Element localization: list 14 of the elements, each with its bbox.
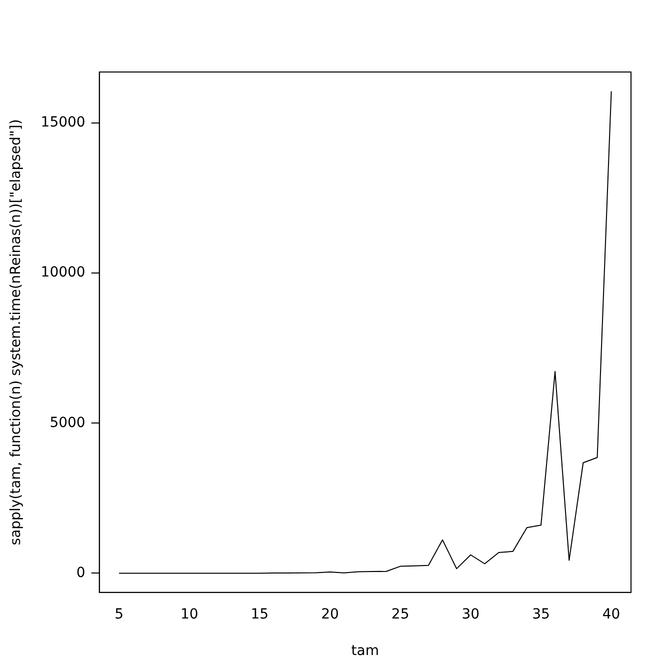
x-tick-label: 20: [321, 606, 339, 622]
x-tick-label: 15: [250, 606, 269, 622]
y-tick-label: 5000: [50, 414, 86, 431]
y-tick-label: 15000: [40, 114, 86, 131]
x-tick-label: 35: [532, 606, 550, 622]
x-axis-title: tam: [351, 643, 380, 660]
y-tick-label: 0: [76, 564, 86, 581]
y-axis-title: sapply(tam, function(n) system.time(nReinas(n))["elapsed"]): [8, 119, 24, 546]
x-tick-label: 25: [391, 606, 410, 622]
y-tick-label: 10000: [40, 264, 86, 281]
x-tick-label: 40: [602, 606, 620, 622]
x-tick-label: 5: [114, 606, 124, 622]
x-tick-label: 30: [462, 606, 480, 622]
x-tick-label: 10: [180, 606, 198, 622]
